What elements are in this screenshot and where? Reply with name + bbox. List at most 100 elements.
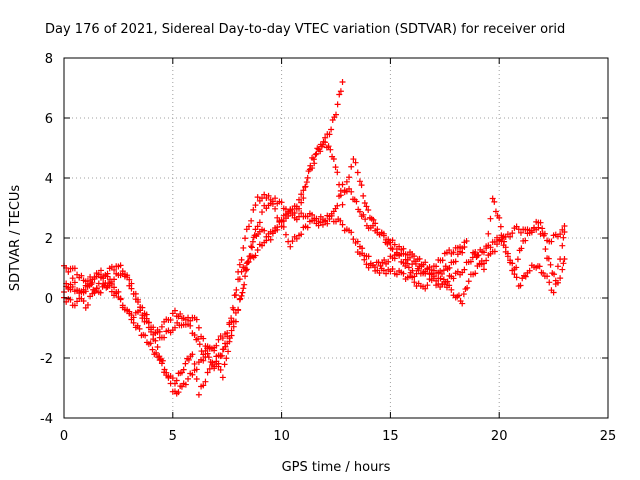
data-point	[139, 315, 146, 322]
data-point	[428, 277, 435, 284]
data-point	[252, 226, 259, 233]
data-point	[108, 288, 115, 295]
data-point	[124, 306, 131, 313]
data-point	[400, 245, 407, 252]
data-point	[193, 366, 200, 373]
data-point	[293, 235, 300, 242]
x-tick-label: 15	[382, 429, 399, 444]
data-point	[446, 282, 453, 289]
data-point	[483, 245, 490, 252]
data-point	[169, 375, 176, 382]
data-point	[444, 278, 451, 285]
data-point	[71, 302, 78, 309]
data-point	[130, 290, 137, 297]
data-point	[350, 236, 357, 243]
data-point	[334, 169, 341, 176]
data-point	[455, 292, 462, 299]
data-point	[359, 245, 366, 252]
data-point	[336, 181, 343, 188]
data-point	[540, 232, 547, 239]
data-point	[497, 223, 504, 230]
data-point	[191, 360, 198, 367]
data-point	[235, 306, 242, 313]
data-point	[200, 382, 207, 389]
data-point	[274, 224, 281, 231]
data-point	[67, 296, 74, 303]
data-point	[315, 222, 322, 229]
data-point	[78, 272, 85, 279]
data-point	[195, 335, 202, 342]
data-point	[536, 263, 543, 270]
data-point	[185, 356, 192, 363]
data-point	[230, 323, 237, 330]
series-track-4	[61, 138, 470, 372]
data-point	[240, 285, 247, 292]
axes: 0 5 10 15 20 25 -4 -2 0 2 4 6 8	[40, 52, 616, 444]
data-point	[485, 230, 492, 237]
data-point	[480, 266, 487, 273]
data-point	[265, 192, 272, 199]
y-tick-label: -4	[40, 412, 53, 427]
data-point	[238, 268, 245, 275]
data-point	[363, 203, 370, 210]
data-point	[97, 274, 104, 281]
series-track-6	[470, 195, 568, 284]
data-point	[238, 292, 245, 299]
data-point	[405, 264, 412, 271]
data-point	[117, 262, 124, 269]
data-point	[491, 248, 498, 255]
data-point	[226, 338, 233, 345]
x-axis-title: GPS time / hours	[282, 460, 391, 475]
data-point	[450, 275, 457, 282]
data-point	[111, 266, 118, 273]
data-point	[69, 275, 76, 282]
data-point	[91, 289, 98, 296]
data-point	[561, 229, 568, 235]
data-point	[154, 329, 161, 336]
data-point	[154, 354, 161, 361]
data-point	[142, 332, 149, 339]
data-point	[113, 290, 120, 297]
data-point	[501, 238, 508, 245]
data-point	[300, 195, 307, 202]
data-point	[360, 192, 367, 199]
data-point	[448, 286, 455, 293]
data-point	[396, 243, 403, 250]
data-point	[381, 256, 388, 263]
data-point	[474, 252, 481, 259]
data-point	[242, 235, 249, 242]
data-point	[487, 244, 494, 251]
data-point	[517, 282, 524, 289]
data-point	[254, 194, 261, 201]
data-point	[289, 238, 296, 245]
data-point	[97, 289, 104, 296]
data-point	[245, 259, 252, 266]
data-point	[465, 278, 472, 285]
data-point	[215, 360, 222, 367]
data-point	[540, 270, 547, 277]
data-point	[195, 324, 202, 331]
data-point	[343, 178, 350, 185]
data-point	[236, 261, 243, 268]
data-point	[547, 261, 554, 268]
data-point	[452, 258, 459, 265]
data-point	[422, 285, 429, 292]
data-point	[450, 249, 457, 256]
data-point	[334, 101, 341, 108]
data-point	[111, 284, 118, 291]
data-point	[248, 243, 255, 250]
data-point	[380, 267, 387, 274]
data-point	[334, 202, 341, 209]
data-point	[245, 223, 252, 230]
data-point	[494, 241, 501, 248]
data-point	[317, 148, 324, 155]
data-point	[196, 341, 203, 348]
data-point	[200, 351, 207, 358]
data-point	[353, 198, 360, 205]
data-point	[531, 225, 538, 232]
data-point	[228, 315, 235, 322]
data-point	[298, 199, 305, 206]
x-tick-label: 20	[491, 429, 508, 444]
data-point	[200, 357, 207, 364]
data-point	[195, 391, 202, 398]
